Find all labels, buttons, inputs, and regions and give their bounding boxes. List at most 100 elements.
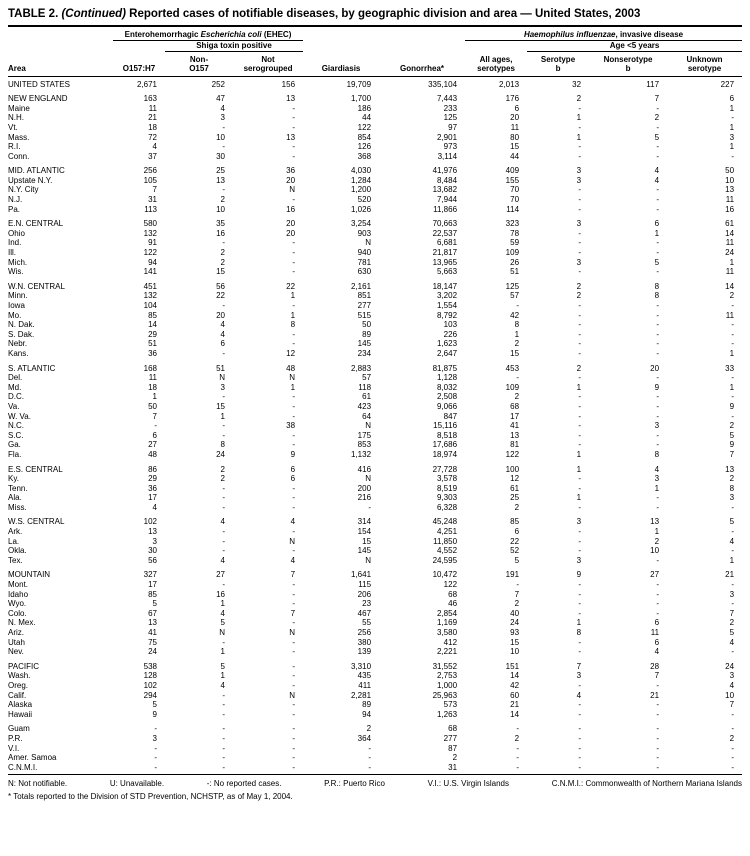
value-cell: 5 bbox=[729, 430, 735, 440]
value-cell: 61 bbox=[510, 483, 520, 493]
area-cell: Alaska bbox=[8, 700, 33, 710]
value-cell: - bbox=[222, 493, 225, 503]
value-cell: - bbox=[578, 647, 582, 657]
value-cell: 256 bbox=[143, 166, 157, 176]
value-cell: N bbox=[219, 373, 225, 383]
value-cell: 103 bbox=[443, 320, 458, 330]
ehec-prefix: Enterohemorrhagic bbox=[124, 29, 201, 39]
value-cell: - bbox=[578, 122, 582, 132]
value-cell: 1 bbox=[152, 392, 157, 402]
value-cell: - bbox=[222, 580, 225, 590]
table-row: Ala. 17 - - 216 9,303 25 1 - 3 bbox=[8, 493, 742, 503]
value-cell: 8 bbox=[220, 440, 225, 450]
value-cell: - bbox=[731, 743, 735, 753]
value-cell: 2 bbox=[220, 248, 225, 258]
value-cell: 1,623 bbox=[437, 339, 458, 349]
value-cell: 412 bbox=[443, 637, 458, 647]
value-cell: - bbox=[656, 411, 660, 421]
value-cell: 11 bbox=[725, 238, 735, 248]
value-cell: 6 bbox=[729, 94, 735, 104]
value-cell: 277 bbox=[443, 733, 458, 743]
value-cell: 335,104 bbox=[428, 79, 458, 89]
value-cell: 6 bbox=[654, 219, 660, 229]
value-cell: - bbox=[154, 724, 157, 734]
table-row: Mass. 72 10 13 854 2,901 80 1 5 3 bbox=[8, 133, 742, 143]
value-cell: - bbox=[589, 762, 668, 776]
table-row: S. Dak. 29 4 - 89 226 1 - - - bbox=[8, 330, 742, 340]
area-cell: Iowa bbox=[8, 301, 25, 311]
value-cell: 68 bbox=[510, 401, 520, 411]
value-cell: - bbox=[292, 637, 296, 647]
value-cell: 1,554 bbox=[437, 301, 458, 311]
value-cell: 91 bbox=[148, 238, 157, 248]
value-cell: 163 bbox=[143, 94, 157, 104]
value-cell: 75 bbox=[148, 637, 157, 647]
column-header-gonorrhea: Gonorrhea* bbox=[379, 51, 466, 77]
value-cell: - bbox=[731, 301, 735, 311]
value-cell: 59 bbox=[510, 238, 520, 248]
value-cell: 126 bbox=[357, 142, 372, 152]
value-cell: - bbox=[656, 430, 660, 440]
value-cell: - bbox=[222, 142, 225, 152]
value-cell: 2,883 bbox=[351, 363, 372, 373]
value-cell: 104 bbox=[143, 301, 157, 311]
value-cell: 4 bbox=[290, 555, 296, 565]
value-cell: 4 bbox=[729, 637, 735, 647]
value-cell: 4 bbox=[654, 166, 660, 176]
value-cell: - bbox=[656, 329, 660, 339]
value-cell: N bbox=[365, 555, 372, 565]
value-cell: N bbox=[289, 628, 296, 638]
area-cell: N. Dak. bbox=[8, 320, 35, 330]
value-cell: N bbox=[289, 185, 296, 195]
value-cell: 114 bbox=[506, 204, 520, 214]
value-cell: 22 bbox=[510, 536, 520, 546]
value-cell: 2 bbox=[366, 724, 372, 734]
value-cell: 2 bbox=[729, 618, 735, 628]
table-row: Conn. 37 30 - 368 3,114 44 - - - bbox=[8, 152, 742, 162]
value-cell: - bbox=[292, 589, 296, 599]
table-row: Ohio 132 16 20 903 22,537 78 - 1 14 bbox=[8, 229, 742, 239]
value-cell: - bbox=[222, 527, 225, 537]
value-cell: 3,578 bbox=[437, 474, 458, 484]
value-cell: - bbox=[578, 599, 582, 609]
value-cell: 176 bbox=[505, 94, 520, 104]
value-cell: - bbox=[292, 267, 296, 277]
value-cell: 3 bbox=[576, 175, 582, 185]
shiga-toxin-group-header: Shiga toxin positive bbox=[165, 40, 304, 53]
value-cell: - bbox=[656, 320, 660, 330]
value-cell: - bbox=[292, 743, 296, 753]
value-cell: 256 bbox=[357, 628, 372, 638]
value-cell: 1 bbox=[654, 483, 660, 493]
value-cell: 9 bbox=[654, 382, 660, 392]
value-cell: 4 bbox=[654, 464, 660, 474]
value-cell: - bbox=[731, 580, 735, 590]
value-cell: 8 bbox=[654, 281, 660, 291]
value-cell: 2,901 bbox=[437, 132, 458, 142]
spacer-cell bbox=[303, 30, 465, 41]
area-cell: Ky. bbox=[8, 474, 19, 484]
value-cell: 14 bbox=[510, 709, 520, 719]
column-header-serotype-b: Serotype b bbox=[527, 51, 590, 77]
value-cell: 93 bbox=[510, 628, 520, 638]
value-cell: 1,263 bbox=[437, 709, 458, 719]
value-cell: 16 bbox=[216, 228, 225, 238]
value-cell: 16 bbox=[286, 204, 296, 214]
area-cell: Del. bbox=[8, 373, 23, 383]
value-cell: - bbox=[578, 329, 582, 339]
value-cell: 226 bbox=[443, 329, 458, 339]
value-cell: 3 bbox=[576, 219, 582, 229]
value-cell: - bbox=[578, 608, 582, 618]
value-cell: 70,663 bbox=[432, 219, 458, 229]
value-cell: 2,508 bbox=[437, 392, 458, 402]
table-row: E.S. CENTRAL 86 2 6 416 27,728 100 1 4 13 bbox=[8, 465, 742, 475]
value-cell: - bbox=[292, 339, 296, 349]
area-cell: S. Dak. bbox=[8, 329, 35, 339]
ehec-suffix: (EHEC) bbox=[261, 29, 292, 39]
value-cell: 36 bbox=[148, 483, 157, 493]
value-cell: 18,974 bbox=[432, 449, 458, 459]
table-row: Okla. 30 - - 145 4,552 52 - 10 - bbox=[8, 546, 742, 556]
value-cell: - bbox=[222, 421, 225, 431]
value-cell: - bbox=[656, 310, 660, 320]
value-cell: 21 bbox=[725, 570, 735, 580]
value-cell: 1,128 bbox=[437, 373, 458, 383]
